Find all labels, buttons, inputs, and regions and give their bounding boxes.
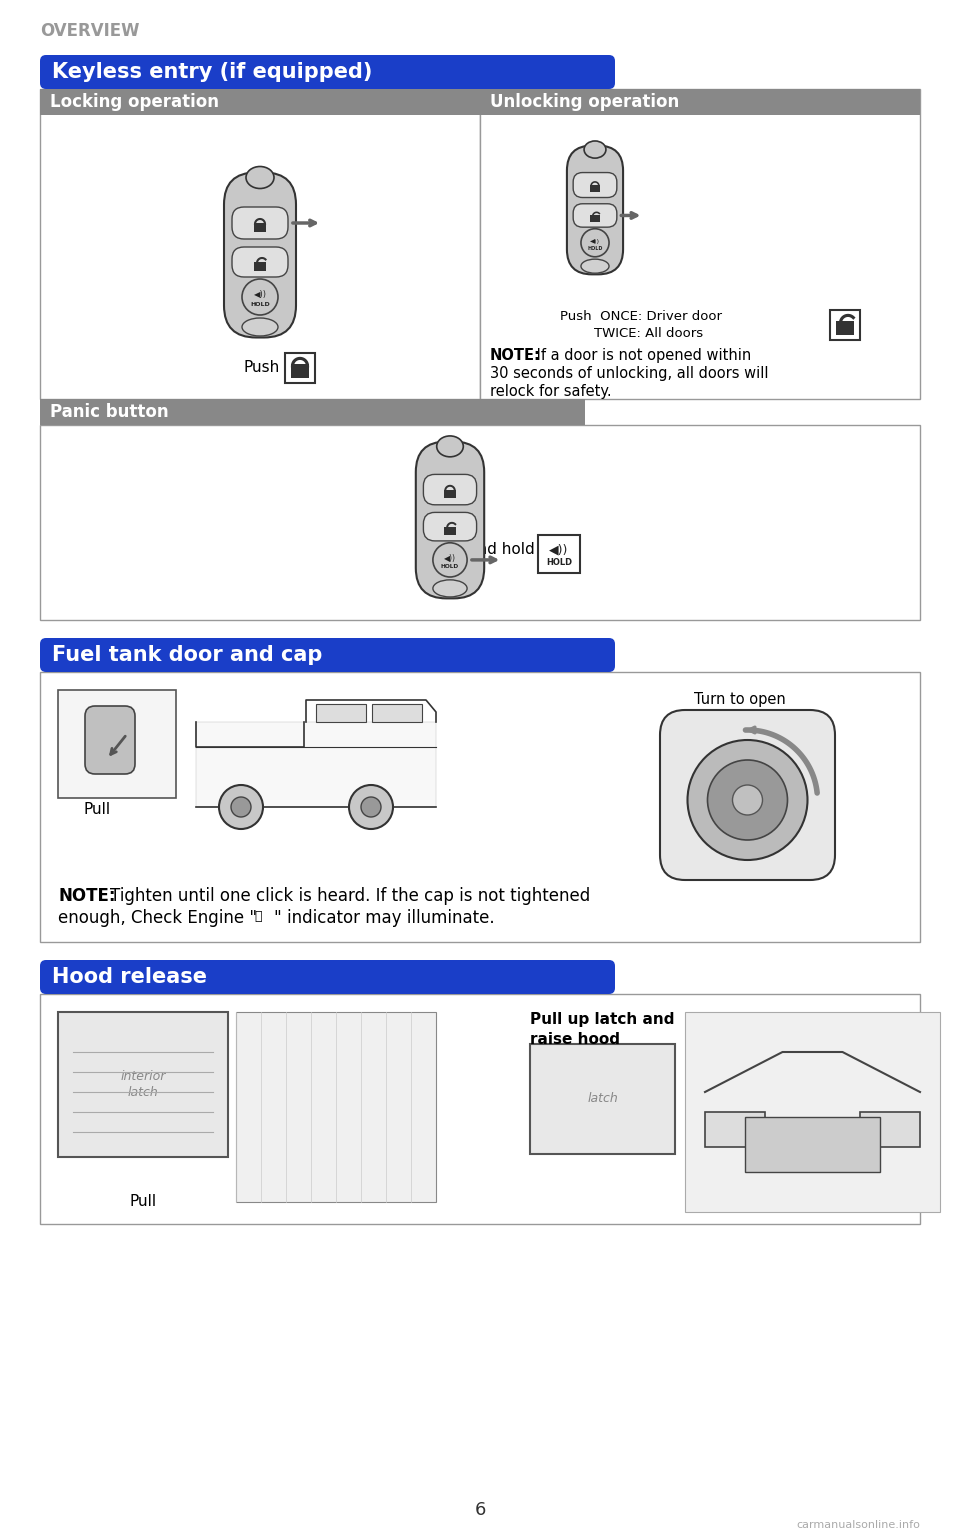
Ellipse shape — [242, 318, 278, 336]
Text: HOLD: HOLD — [441, 564, 459, 568]
Text: enough, Check Engine ": enough, Check Engine " — [58, 909, 257, 928]
FancyBboxPatch shape — [224, 172, 296, 338]
Text: HOLD: HOLD — [588, 246, 603, 250]
Circle shape — [708, 760, 787, 840]
Text: latch: latch — [588, 1092, 618, 1106]
FancyBboxPatch shape — [232, 247, 288, 276]
Bar — [40, 89, 480, 399]
Text: Push  ONCE: Driver door: Push ONCE: Driver door — [560, 310, 722, 323]
Text: carmanualsonline.info: carmanualsonline.info — [796, 1521, 920, 1530]
Text: " indicator may illuminate.: " indicator may illuminate. — [274, 909, 494, 928]
Text: Push: Push — [244, 359, 280, 375]
FancyBboxPatch shape — [573, 204, 617, 227]
Ellipse shape — [584, 141, 606, 158]
Bar — [40, 673, 920, 942]
Text: HOLD: HOLD — [546, 558, 572, 567]
Circle shape — [732, 785, 762, 816]
Circle shape — [433, 542, 468, 578]
Bar — [291, 364, 309, 378]
FancyBboxPatch shape — [423, 513, 476, 541]
Circle shape — [231, 797, 251, 817]
FancyBboxPatch shape — [416, 442, 484, 599]
Bar — [444, 527, 456, 535]
Bar — [254, 263, 266, 270]
Bar — [745, 1117, 880, 1172]
FancyBboxPatch shape — [423, 475, 476, 505]
Text: NOTE:: NOTE: — [58, 886, 115, 905]
Bar — [590, 215, 600, 223]
FancyBboxPatch shape — [40, 960, 615, 994]
FancyBboxPatch shape — [40, 637, 615, 673]
Bar — [58, 690, 176, 799]
Text: ⛪: ⛪ — [254, 909, 261, 923]
FancyBboxPatch shape — [85, 707, 135, 774]
Circle shape — [361, 797, 381, 817]
Ellipse shape — [581, 260, 609, 273]
Text: 30 seconds of unlocking, all doors will: 30 seconds of unlocking, all doors will — [490, 366, 769, 381]
Text: Locking operation: Locking operation — [50, 94, 219, 111]
Text: TWICE: All doors: TWICE: All doors — [560, 327, 703, 339]
Bar — [590, 184, 600, 192]
FancyBboxPatch shape — [232, 207, 288, 240]
Bar — [236, 1012, 436, 1203]
Circle shape — [581, 229, 609, 257]
Text: 6: 6 — [474, 1501, 486, 1519]
Circle shape — [687, 740, 807, 860]
Bar — [830, 310, 860, 339]
Bar — [254, 223, 266, 232]
Bar — [538, 535, 580, 573]
Bar — [40, 399, 585, 425]
Ellipse shape — [433, 581, 468, 598]
Text: ◀)): ◀)) — [549, 544, 568, 556]
Bar — [58, 1012, 228, 1157]
Text: Pull: Pull — [84, 802, 110, 817]
Circle shape — [349, 785, 393, 829]
Bar — [480, 89, 920, 115]
Bar — [444, 490, 456, 498]
Text: Push and hold: Push and hold — [427, 542, 535, 558]
Bar — [40, 425, 920, 621]
FancyBboxPatch shape — [567, 146, 623, 275]
Bar — [480, 89, 920, 399]
Text: relock for safety.: relock for safety. — [490, 384, 612, 399]
Bar — [40, 994, 920, 1224]
Bar — [285, 353, 315, 382]
Text: ◀)): ◀)) — [253, 290, 267, 300]
Text: HOLD: HOLD — [251, 301, 270, 307]
Bar — [196, 722, 436, 806]
Circle shape — [219, 785, 263, 829]
Bar — [836, 321, 854, 335]
Text: NOTE:: NOTE: — [490, 349, 540, 362]
Text: raise hood: raise hood — [530, 1032, 620, 1048]
Circle shape — [242, 280, 278, 315]
Bar — [705, 1112, 765, 1147]
Text: Hood release: Hood release — [52, 968, 207, 988]
Text: Turn to open: Turn to open — [694, 693, 786, 707]
Text: OVERVIEW: OVERVIEW — [40, 22, 139, 40]
Text: Keyless entry (if equipped): Keyless entry (if equipped) — [52, 61, 372, 81]
Text: Tighten until one click is heard. If the cap is not tightened: Tighten until one click is heard. If the… — [110, 886, 590, 905]
Bar — [40, 89, 480, 115]
Text: Pull: Pull — [130, 1195, 156, 1209]
FancyBboxPatch shape — [40, 55, 615, 89]
Ellipse shape — [246, 166, 274, 189]
Bar — [685, 1012, 940, 1212]
Text: ◀)): ◀)) — [444, 553, 456, 562]
Text: Unlocking operation: Unlocking operation — [490, 94, 680, 111]
Bar — [860, 1112, 920, 1147]
Text: Panic button: Panic button — [50, 402, 169, 421]
Text: Pull up latch and: Pull up latch and — [530, 1012, 675, 1028]
Text: interior
latch: interior latch — [120, 1071, 166, 1098]
Ellipse shape — [437, 436, 464, 456]
Bar — [316, 703, 366, 722]
Bar — [530, 1044, 675, 1154]
Bar — [372, 703, 422, 722]
FancyBboxPatch shape — [660, 710, 835, 880]
FancyBboxPatch shape — [573, 172, 617, 198]
Text: ◀)): ◀)) — [590, 238, 600, 244]
Text: Fuel tank door and cap: Fuel tank door and cap — [52, 645, 323, 665]
Text: If a door is not opened within: If a door is not opened within — [532, 349, 752, 362]
